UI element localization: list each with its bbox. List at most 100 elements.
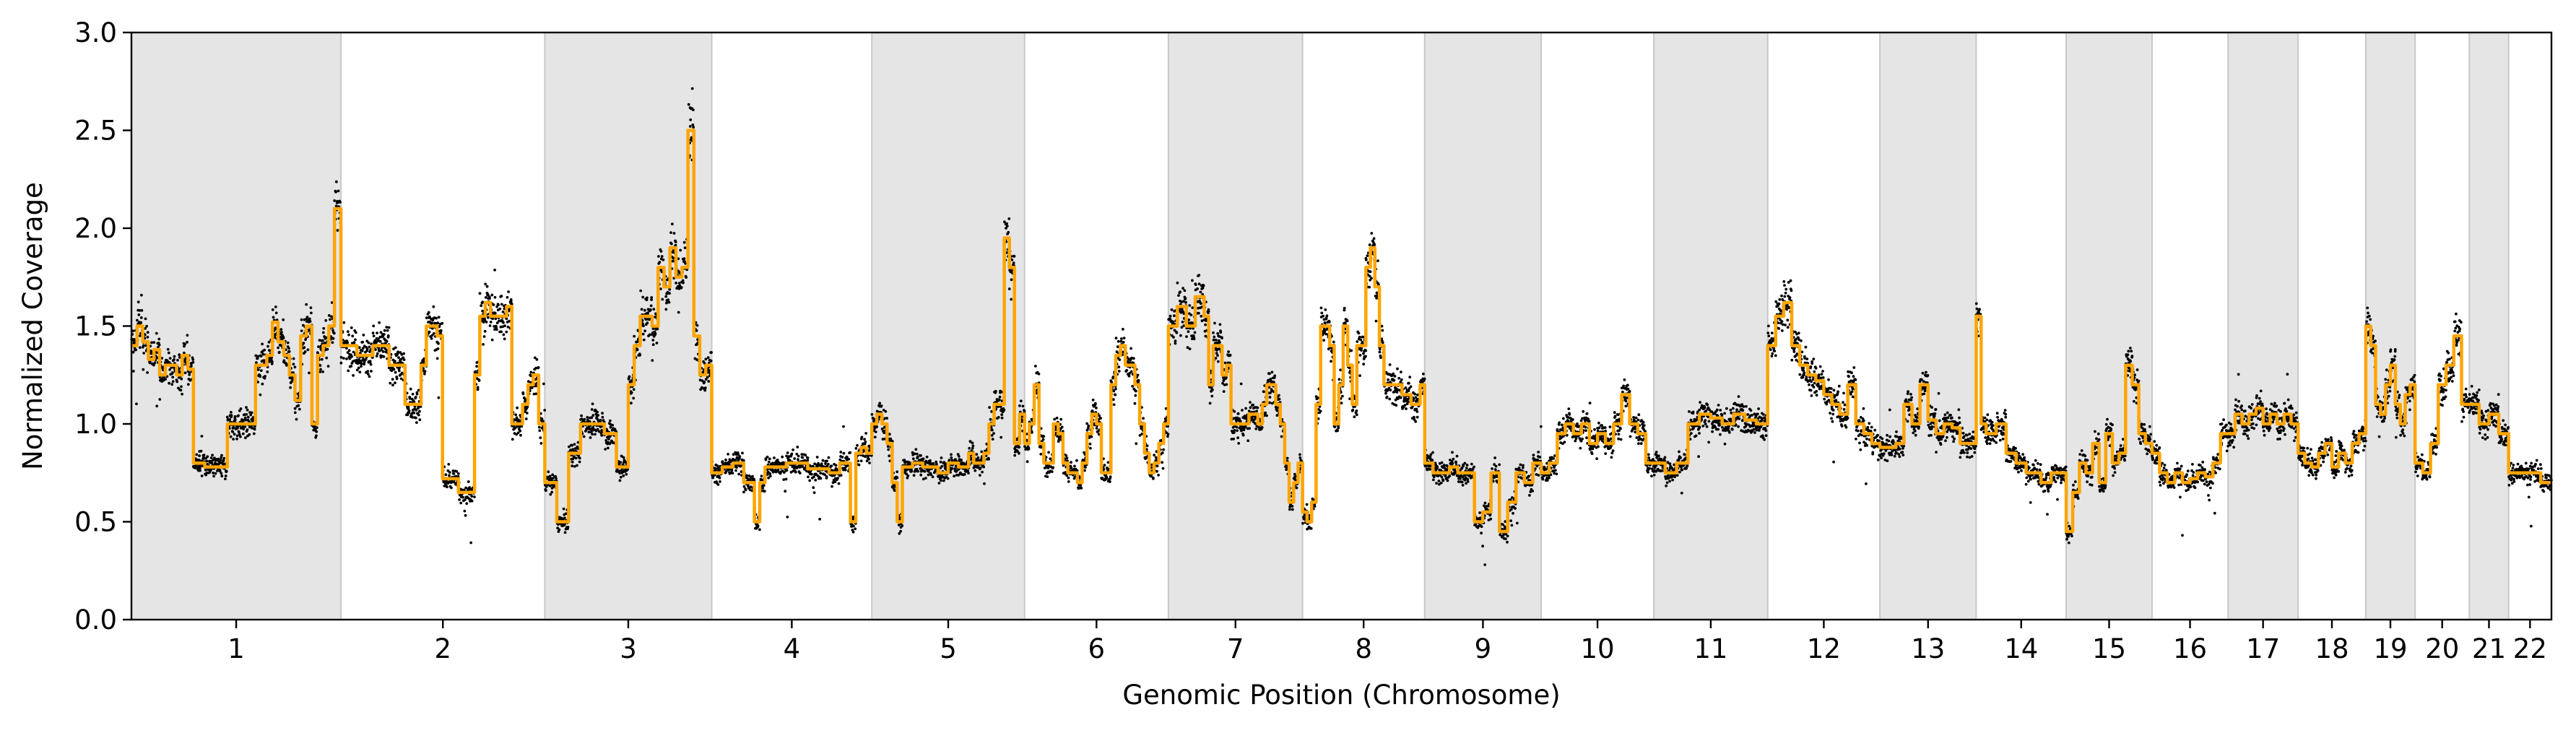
coverage-point [1055, 417, 1059, 420]
coverage-point [1295, 486, 1298, 490]
coverage-point [857, 463, 861, 467]
coverage-point [940, 464, 944, 468]
coverage-point [551, 477, 555, 480]
coverage-point [264, 375, 266, 378]
coverage-point [360, 362, 363, 365]
coverage-point [807, 475, 810, 479]
coverage-point [786, 516, 789, 519]
coverage-point [1351, 408, 1355, 412]
coverage-point [136, 318, 139, 322]
coverage-point [516, 406, 519, 409]
coverage-point [400, 353, 404, 356]
coverage-point [456, 472, 460, 475]
coverage-point [241, 432, 245, 435]
coverage-point [569, 448, 573, 452]
coverage-point [167, 351, 170, 355]
coverage-point [976, 456, 980, 459]
coverage-point [316, 426, 318, 429]
coverage-point [1114, 393, 1117, 396]
coverage-point [818, 518, 821, 521]
coverage-point [973, 469, 977, 472]
coverage-point [1227, 350, 1230, 353]
coverage-point [506, 295, 509, 299]
coverage-point [176, 358, 179, 362]
coverage-point [443, 485, 446, 487]
coverage-point [415, 392, 419, 396]
coverage-point [1361, 335, 1365, 339]
coverage-point [1236, 412, 1240, 415]
coverage-point [1440, 461, 1444, 464]
coverage-point [868, 461, 871, 464]
coverage-point [991, 438, 994, 441]
coverage-point [766, 455, 769, 459]
coverage-point [1244, 407, 1247, 410]
coverage-point [1406, 400, 1410, 404]
coverage-point [347, 349, 351, 352]
coverage-point [274, 305, 277, 308]
coverage-point [1103, 464, 1106, 467]
coverage-point [222, 456, 226, 460]
coverage-point [339, 201, 342, 204]
coverage-point [641, 295, 645, 299]
coverage-point [350, 326, 353, 329]
coverage-point [320, 357, 324, 361]
coverage-point [1415, 407, 1418, 411]
coverage-point [656, 327, 659, 331]
coverage-point [1088, 442, 1092, 446]
coverage-point [365, 347, 369, 351]
coverage-point [542, 382, 545, 386]
coverage-point [1396, 367, 1399, 370]
coverage-point [571, 443, 573, 447]
coverage-point [785, 469, 789, 472]
coverage-point [1298, 456, 1302, 459]
coverage-point [1372, 237, 1376, 240]
coverage-point [500, 303, 503, 306]
coverage-point [649, 308, 652, 311]
coverage-point [389, 381, 392, 385]
coverage-point [270, 362, 274, 365]
coverage-point [538, 429, 542, 433]
coverage-point [1236, 436, 1239, 440]
coverage-point [188, 371, 191, 375]
coverage-point [253, 428, 256, 431]
chromosome-band-11 [1653, 32, 1769, 620]
coverage-point [266, 370, 269, 373]
coverage-point [1166, 433, 1170, 436]
coverage-point [1272, 381, 1275, 383]
coverage-point [551, 473, 555, 477]
coverage-point [1172, 336, 1175, 339]
coverage-point [815, 456, 819, 459]
coverage-point [1291, 508, 1294, 511]
coverage-point [361, 340, 365, 344]
coverage-point [650, 298, 653, 301]
coverage-point [912, 474, 916, 477]
coverage-point [487, 316, 490, 319]
coverage-point [680, 286, 683, 289]
coverage-point [293, 411, 297, 415]
coverage-point [758, 528, 761, 532]
coverage-point [735, 456, 739, 459]
coverage-point [303, 318, 306, 321]
coverage-point [812, 475, 815, 479]
coverage-point [1216, 354, 1219, 357]
coverage-point [422, 357, 425, 360]
coverage-point [901, 524, 904, 527]
coverage-point [971, 441, 974, 445]
coverage-point [1122, 341, 1125, 344]
coverage-point [217, 457, 220, 461]
coverage-point [1007, 217, 1011, 220]
coverage-point [1114, 387, 1117, 391]
coverage-point [632, 388, 636, 391]
coverage-point [282, 359, 286, 363]
coverage-point [971, 446, 974, 450]
coverage-point [667, 298, 670, 302]
coverage-point [204, 468, 207, 472]
coverage-point [582, 435, 586, 438]
coverage-point [233, 418, 237, 422]
coverage-point [692, 108, 695, 112]
coverage-point [886, 445, 890, 448]
coverage-point [836, 477, 839, 480]
coverage-point [989, 417, 992, 421]
coverage-point [1171, 320, 1175, 324]
coverage-point [490, 293, 494, 297]
